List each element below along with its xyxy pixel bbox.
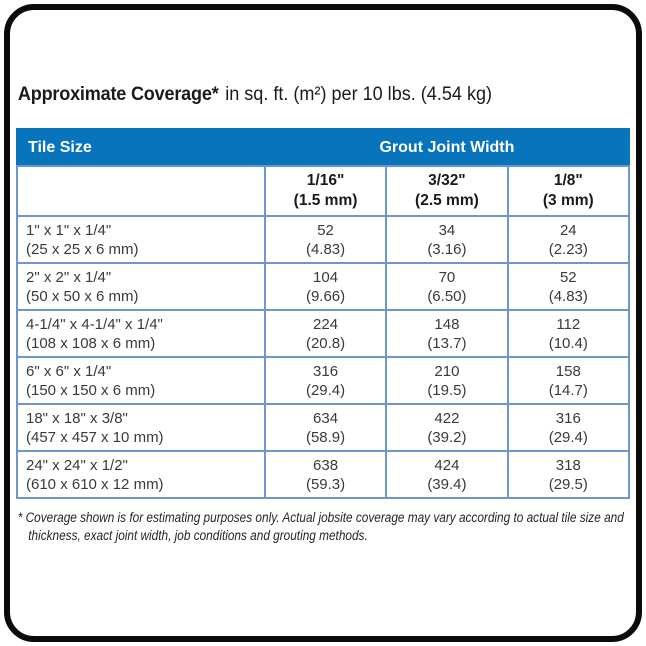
grout-joint-width-header: Grout Joint Width — [263, 128, 631, 167]
coverage-cell: 224 (20.8) — [263, 309, 388, 358]
coverage-m2: (6.50) — [427, 287, 467, 305]
coverage-sqft: 148 — [434, 315, 460, 333]
tile-size-mm: (150 x 150 x 6 mm) — [26, 381, 156, 399]
page-content: Approximate Coverage* in sq. ft. (m²) per… — [10, 10, 636, 545]
coverage-m2: (39.2) — [427, 428, 467, 446]
tile-size-in: 1" x 1" x 1/4" — [26, 221, 112, 239]
table-row: 2" x 2" x 1/4" (50 x 50 x 6 mm) 104 (9.6… — [16, 262, 631, 311]
coverage-cell: 318 (29.5) — [506, 450, 631, 499]
col-width-in: 3/32" — [428, 172, 466, 189]
col-width-mm: (3 mm) — [542, 192, 594, 209]
coverage-sqft: 34 — [438, 221, 456, 239]
col-width-in: 1/8" — [553, 172, 583, 189]
coverage-cell: 158 (14.7) — [506, 356, 631, 405]
coverage-sqft: 210 — [434, 362, 460, 380]
coverage-sqft: 318 — [555, 456, 581, 474]
coverage-cell: 148 (13.7) — [385, 309, 509, 358]
tile-size-header: Tile Size — [16, 128, 266, 167]
tile-size-cell: 6" x 6" x 1/4" (150 x 150 x 6 mm) — [16, 356, 266, 405]
coverage-sqft: 70 — [438, 268, 456, 286]
coverage-sqft: 638 — [313, 456, 339, 474]
title-units: in sq. ft. (m²) per 10 lbs. (4.54 kg) — [225, 84, 493, 105]
coverage-m2: (4.83) — [548, 287, 588, 305]
tile-size-cell: 1" x 1" x 1/4" (25 x 25 x 6 mm) — [16, 215, 266, 264]
coverage-cell: 112 (10.4) — [506, 309, 631, 358]
coverage-cell: 634 (58.9) — [263, 403, 388, 452]
tile-size-in: 2" x 2" x 1/4" — [26, 268, 112, 286]
tile-size-mm: (50 x 50 x 6 mm) — [26, 287, 139, 305]
tile-size-in: 4-1/4" x 4-1/4" x 1/4" — [26, 315, 163, 333]
coverage-sqft: 424 — [434, 456, 460, 474]
coverage-cell: 316 (29.4) — [506, 403, 631, 452]
grout-width-col-header: 1/16" (1.5 mm) — [263, 165, 388, 217]
page-title: Approximate Coverage* in sq. ft. (m²) per… — [16, 84, 628, 106]
coverage-sqft: 316 — [555, 409, 581, 427]
coverage-m2: (29.4) — [548, 428, 588, 446]
coverage-sqft: 634 — [313, 409, 339, 427]
coverage-sqft: 52 — [559, 268, 577, 286]
table-row: 24" x 24" x 1/2" (610 x 610 x 12 mm) 638… — [16, 450, 631, 499]
coverage-sqft: 24 — [559, 221, 577, 239]
coverage-sqft: 422 — [434, 409, 460, 427]
tile-size-mm: (457 x 457 x 10 mm) — [26, 428, 164, 446]
coverage-m2: (29.5) — [548, 475, 588, 493]
grout-width-col-header: 3/32" (2.5 mm) — [385, 165, 509, 217]
coverage-m2: (19.5) — [427, 381, 467, 399]
col-width-mm: (1.5 mm) — [293, 192, 358, 209]
coverage-m2: (2.23) — [548, 240, 588, 258]
coverage-m2: (58.9) — [305, 428, 346, 446]
coverage-cell: 422 (39.2) — [385, 403, 509, 452]
table-row: 6" x 6" x 1/4" (150 x 150 x 6 mm) 316 (2… — [16, 356, 631, 405]
tile-size-cell: 24" x 24" x 1/2" (610 x 610 x 12 mm) — [16, 450, 266, 499]
col-width-mm: (2.5 mm) — [415, 192, 479, 209]
table-row: 18" x 18" x 3/8" (457 x 457 x 10 mm) 634… — [16, 403, 631, 452]
tile-size-in: 18" x 18" x 3/8" — [26, 409, 128, 427]
tile-size-mm: (25 x 25 x 6 mm) — [26, 240, 139, 258]
tile-size-mm: (610 x 610 x 12 mm) — [26, 475, 164, 493]
coverage-cell: 24 (2.23) — [506, 215, 631, 264]
tile-size-in: 24" x 24" x 1/2" — [26, 456, 128, 474]
coverage-m2: (3.16) — [427, 240, 467, 258]
coverage-cell: 52 (4.83) — [506, 262, 631, 311]
table-row: 1" x 1" x 1/4" (25 x 25 x 6 mm) 52 (4.83… — [16, 215, 631, 264]
coverage-cell: 638 (59.3) — [263, 450, 388, 499]
tile-size-mm: (108 x 108 x 6 mm) — [26, 334, 156, 352]
grout-width-col-header: 1/8" (3 mm) — [506, 165, 631, 217]
coverage-m2: (39.4) — [427, 475, 467, 493]
tile-size-cell: 4-1/4" x 4-1/4" x 1/4" (108 x 108 x 6 mm… — [16, 309, 266, 358]
coverage-cell: 70 (6.50) — [385, 262, 509, 311]
tile-size-in: 6" x 6" x 1/4" — [26, 362, 112, 380]
coverage-m2: (29.4) — [305, 381, 346, 399]
coverage-footnote: * Coverage shown is for estimating purpo… — [17, 510, 624, 543]
coverage-m2: (9.66) — [305, 287, 346, 305]
empty-corner-cell — [16, 165, 266, 217]
coverage-sqft: 52 — [317, 221, 334, 239]
coverage-cell: 316 (29.4) — [263, 356, 388, 405]
coverage-m2: (13.7) — [427, 334, 467, 352]
coverage-sqft: 316 — [313, 362, 339, 380]
rounded-frame: Approximate Coverage* in sq. ft. (m²) per… — [4, 4, 642, 642]
coverage-cell: 424 (39.4) — [385, 450, 509, 499]
table-header-row: Tile Size Grout Joint Width — [16, 128, 631, 167]
coverage-cell: 210 (19.5) — [385, 356, 509, 405]
coverage-m2: (10.4) — [548, 334, 588, 352]
col-width-in: 1/16" — [306, 172, 345, 189]
coverage-sqft: 104 — [313, 268, 339, 286]
tile-size-cell: 18" x 18" x 3/8" (457 x 457 x 10 mm) — [16, 403, 266, 452]
coverage-cell: 34 (3.16) — [385, 215, 509, 264]
coverage-sqft: 224 — [313, 315, 339, 333]
coverage-m2: (59.3) — [305, 475, 346, 493]
coverage-sqft: 112 — [556, 315, 581, 333]
coverage-cell: 104 (9.66) — [263, 262, 388, 311]
coverage-m2: (4.83) — [305, 240, 346, 258]
coverage-m2: (20.8) — [305, 334, 346, 352]
tile-size-cell: 2" x 2" x 1/4" (50 x 50 x 6 mm) — [16, 262, 266, 311]
coverage-cell: 52 (4.83) — [263, 215, 388, 264]
table-row: 4-1/4" x 4-1/4" x 1/4" (108 x 108 x 6 mm… — [16, 309, 631, 358]
coverage-m2: (14.7) — [548, 381, 588, 399]
title-emphasis: Approximate Coverage* — [17, 84, 219, 105]
coverage-sqft: 158 — [555, 362, 581, 380]
coverage-table: Tile Size Grout Joint Width 1/16" (1.5 m… — [16, 128, 631, 499]
column-header-row: 1/16" (1.5 mm) 3/32" (2.5 mm) 1/8" (3 mm… — [16, 165, 631, 217]
